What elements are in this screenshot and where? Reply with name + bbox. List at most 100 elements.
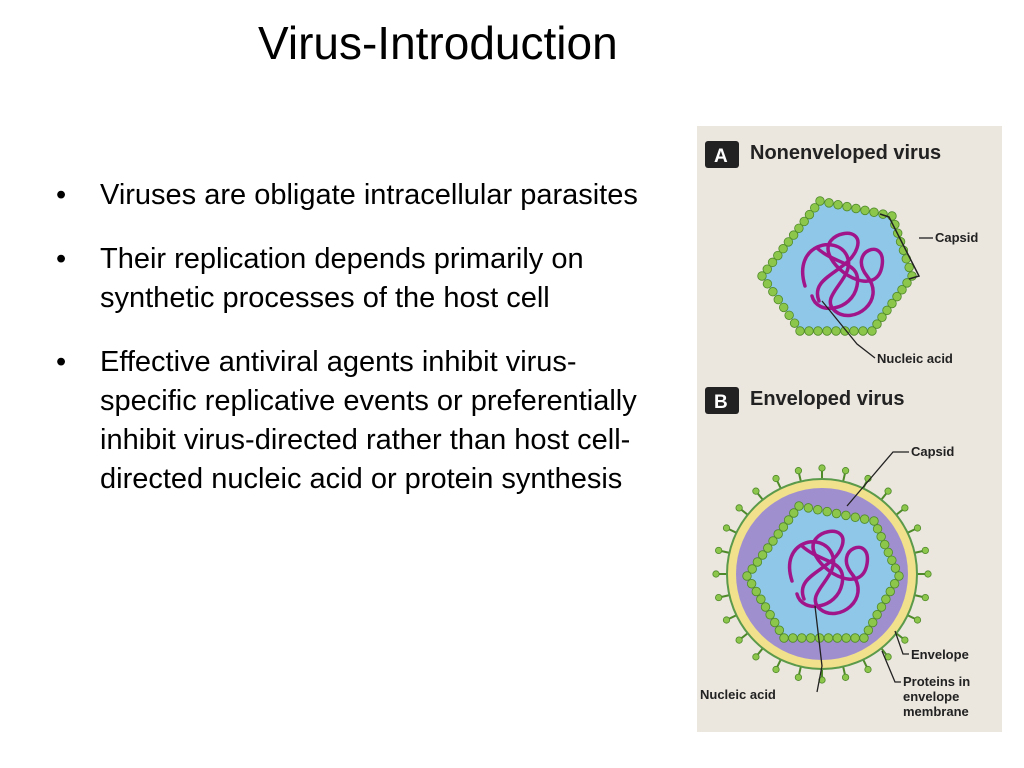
capsomere-bead — [760, 602, 771, 612]
capsomere-bead — [815, 196, 825, 206]
capsomere-bead — [872, 319, 882, 329]
capsomere-bead — [794, 501, 804, 511]
capsid-leader-b — [846, 451, 909, 507]
capsomere-bead — [894, 571, 904, 581]
capsomere-bead — [867, 326, 877, 336]
spike-knob — [913, 616, 922, 624]
spike-knob — [884, 487, 892, 495]
capsomere-bead — [902, 278, 912, 288]
capsomere-bead — [779, 633, 789, 643]
capsomere-bead — [757, 271, 767, 281]
capsomere-bead — [858, 326, 868, 336]
nucleic-label-b: Nucleic acid — [700, 687, 776, 702]
capsomere-bead — [757, 550, 768, 560]
capsid-label-a: Capsid — [935, 230, 978, 245]
spike-knob — [752, 487, 760, 495]
panel-a: A Nonenveloped virus Capsid Nucleic acid — [705, 141, 978, 366]
capsomere-bead — [813, 326, 823, 336]
capsomere-bead — [804, 209, 815, 220]
capsomere-bead — [767, 257, 778, 268]
capsomere-bead — [774, 625, 785, 635]
capsid-label-b: Capsid — [911, 444, 954, 459]
capsomere-bead — [882, 305, 892, 316]
capsomere-bead — [823, 633, 834, 643]
capsomere-bead — [833, 200, 843, 210]
capsomere-bead — [892, 291, 902, 302]
capsomere-bead — [841, 510, 851, 521]
proteins-label: Proteins in envelope membrane — [903, 674, 974, 719]
bullet-marker: • — [56, 179, 67, 211]
envelope-leader — [894, 630, 909, 655]
capsomere-bead — [799, 216, 809, 227]
capsomere-bead — [859, 633, 869, 643]
capsomere-bead — [860, 205, 870, 216]
spike-knob — [841, 467, 850, 475]
spike-knob — [901, 636, 909, 644]
capsomere-bead — [768, 287, 778, 297]
capsomere-bead — [890, 563, 901, 573]
capsomere-bead — [788, 230, 799, 240]
capsomere-bead — [850, 512, 860, 522]
capsomere-bead — [783, 515, 794, 525]
capsomere-bead — [880, 539, 890, 550]
spike-knob — [901, 504, 909, 512]
capsomere-bead — [851, 203, 861, 214]
capsomere-bead — [887, 555, 897, 565]
capsomere-bead — [783, 237, 794, 247]
capsomere-bead — [887, 211, 897, 221]
panel-a-heading: Nonenveloped virus — [750, 142, 941, 164]
capsomere-bead — [842, 201, 852, 212]
spike-knob — [864, 665, 872, 674]
bullet-list: • Viruses are obligate intracellular para… — [56, 176, 646, 524]
capsomere-bead — [876, 532, 886, 542]
capsomere-bead — [850, 633, 860, 643]
capsomere-beads — [757, 196, 917, 336]
capsomere-bead — [770, 617, 780, 628]
spike-knob — [772, 474, 780, 483]
capsomere-bead — [768, 536, 778, 546]
capsomere-beads-b — [742, 501, 904, 643]
nucleic-leader-a — [821, 300, 876, 359]
spike-knob — [913, 524, 922, 532]
proteins-label-line: membrane — [903, 704, 969, 719]
capsomere-bead — [746, 579, 757, 589]
nucleic-leader-b — [814, 605, 823, 693]
capsomere-bead — [784, 310, 794, 320]
capsomere-bead — [747, 564, 757, 574]
capsomere-bead — [795, 326, 805, 336]
capsomere-bead — [889, 579, 900, 589]
capsomere-bead — [773, 294, 783, 305]
spike-knob — [752, 653, 760, 661]
nucleic-acid-b — [788, 529, 870, 616]
panel-b-badge: B — [714, 392, 728, 413]
capsid-bracket-a — [879, 213, 921, 280]
capsomere-bead — [824, 198, 834, 208]
envelope-proteins — [712, 464, 932, 684]
spike-knob — [772, 665, 780, 674]
capsomere-bead — [813, 505, 823, 515]
capsomere-bead — [805, 633, 816, 643]
capsomere-bead — [789, 318, 800, 328]
spike-knob — [818, 464, 826, 472]
capsomere-bead — [869, 516, 879, 526]
capsomere-bead — [763, 543, 773, 553]
slide-title: Virus-Introduction — [258, 17, 618, 69]
envelope-label: Envelope — [911, 647, 969, 662]
spike-knob — [924, 570, 932, 578]
capsomere-bead — [832, 633, 843, 643]
spike-knob — [715, 593, 723, 602]
proteins-leader — [881, 650, 901, 683]
capsomere-bead — [869, 207, 879, 217]
capsomere-bead — [868, 617, 878, 628]
capsomere-bead — [831, 508, 842, 519]
capsomere-bead — [751, 586, 761, 597]
spike-knob — [715, 546, 723, 555]
capsomere-bead — [885, 586, 895, 597]
capsomere-bead — [822, 326, 832, 336]
capsomere-bead — [742, 571, 752, 581]
capsomere-bead — [822, 506, 832, 517]
capsomere-bead — [762, 264, 772, 274]
capsomere-bead — [872, 524, 883, 534]
capsomere-bead — [859, 514, 870, 524]
nucleic-acid-a — [801, 231, 885, 318]
